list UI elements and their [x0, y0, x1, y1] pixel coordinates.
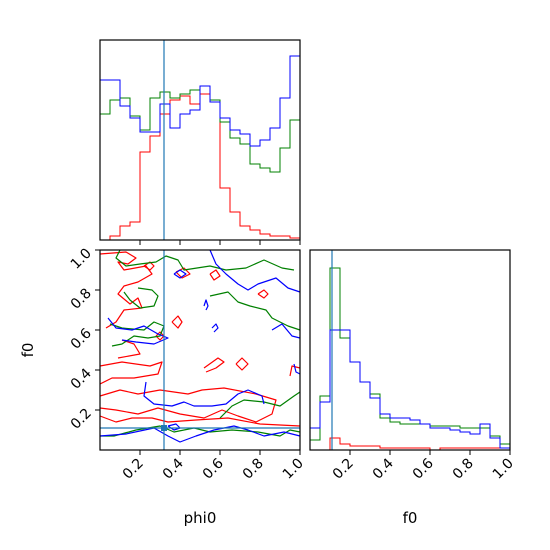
contour-red-9 — [257, 289, 269, 299]
truth-point-marker — [161, 425, 167, 431]
f0-y-axis-label: f0 — [19, 343, 37, 358]
y-tick-label: 0.6 — [68, 325, 95, 352]
contour-frame — [99, 249, 301, 451]
contour-blue-8 — [293, 363, 301, 375]
x-tick-label: 0.4 — [160, 455, 187, 482]
x-tick-label: 0.8 — [240, 456, 267, 483]
contour-red-1 — [117, 339, 141, 359]
contour-red-5 — [203, 357, 225, 373]
x-tick-label: 0.2 — [330, 456, 357, 483]
f0-histogram-frame — [309, 249, 511, 451]
contour-blue-0 — [209, 249, 301, 293]
contour-red-10 — [209, 269, 221, 281]
contour-red-12 — [175, 267, 191, 279]
x-tick-label: 1.0 — [280, 456, 307, 483]
x-tick-label: 0.6 — [200, 455, 227, 482]
contour-red-0 — [99, 251, 153, 329]
y-tick-label: 1.0 — [68, 246, 95, 273]
truth-crosshair — [100, 250, 300, 450]
contour-blue-4 — [143, 381, 265, 407]
contour-blue-1 — [107, 317, 169, 345]
contour-blue-3 — [99, 425, 301, 443]
contour-ticks: 0.2 0.4 0.6 0.8 1.0 0.2 0.4 0.6 0.8 1.0 — [68, 246, 307, 483]
y-tick-label: 0.8 — [68, 286, 95, 313]
f0-axis-label: f0 — [403, 509, 418, 527]
contour-green-0 — [115, 249, 295, 271]
x-tick-label: 1.0 — [490, 456, 517, 483]
contour-red-3 — [99, 387, 277, 423]
contour-blue-6 — [211, 323, 219, 333]
histogram-series-blue — [99, 55, 301, 240]
histogram-series-red — [310, 437, 511, 451]
phi0-histogram-frame — [99, 39, 301, 241]
contour-green-3 — [209, 291, 301, 331]
contour-green-1 — [123, 287, 159, 309]
contour-red-13 — [289, 365, 301, 377]
phi0-f0-contour-panel: 0.2 0.4 0.6 0.8 1.0 0.2 0.4 0.6 0.8 1.0 — [68, 246, 307, 483]
y-tick-label: 0.2 — [68, 406, 95, 433]
contour-green-4 — [100, 425, 301, 437]
phi0-histogram-steps — [99, 55, 301, 241]
contour-blue-7 — [173, 269, 187, 279]
phi0-histogram-ticks — [139, 240, 301, 245]
f0-histogram-steps — [309, 267, 511, 451]
y-tick-label: 0.4 — [68, 365, 95, 392]
x-tick-label: 0.2 — [120, 456, 147, 483]
histogram-series-green — [309, 267, 511, 450]
phi0-axis-label: phi0 — [184, 509, 217, 527]
histogram-series-blue — [309, 329, 511, 450]
contour-red-2 — [99, 361, 163, 385]
contour-red-4 — [99, 415, 301, 427]
contour-lines — [99, 249, 301, 443]
contour-red-6 — [235, 357, 249, 371]
x-tick-label: 0.8 — [450, 456, 477, 483]
x-tick-label: 0.6 — [410, 455, 437, 482]
f0-histogram-panel: 0.2 0.4 0.6 0.8 1.0 — [309, 249, 517, 483]
contour-green-2 — [109, 321, 165, 347]
phi0-histogram-panel — [99, 39, 301, 245]
contour-blue-5 — [203, 299, 209, 311]
contour-blue-2 — [271, 323, 301, 339]
contour-blue-9 — [167, 423, 181, 431]
f0-histogram-ticks: 0.2 0.4 0.6 0.8 1.0 — [330, 450, 517, 483]
x-tick-label: 0.4 — [370, 455, 397, 482]
contour-red-7 — [171, 315, 183, 329]
